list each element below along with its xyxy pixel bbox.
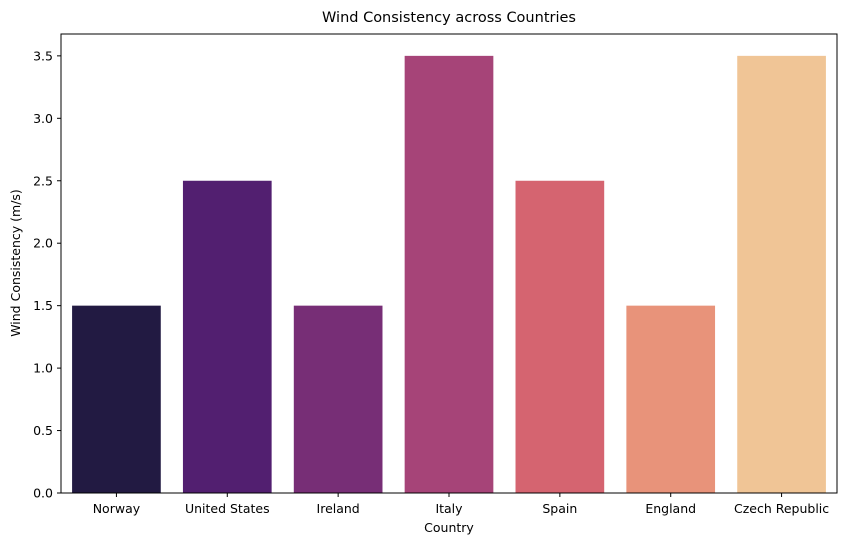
y-tick-label: 3.5 — [33, 48, 53, 63]
y-tick-label: 1.5 — [33, 298, 53, 313]
x-axis-ticks: Norway United States Ireland Italy Spain Engl… — [93, 493, 829, 516]
plot-frame — [60, 33, 838, 494]
y-tick-label: 0.0 — [33, 486, 53, 501]
y-tick-label: 2.0 — [33, 236, 53, 251]
y-axis-ticks: 0.0 0.5 1.0 1.5 2.0 2.5 3.0 3.5 — [33, 48, 61, 501]
chart-title: Wind Consistency across Countries — [322, 10, 576, 26]
x-axis-label: Country — [424, 520, 474, 535]
bar-united-states — [182, 180, 272, 493]
y-axis-label: Wind Consistency (m/s) — [8, 189, 23, 337]
y-tick-label: 0.5 — [33, 423, 53, 438]
bar-england — [626, 305, 716, 493]
y-tick-label: 1.0 — [33, 361, 53, 376]
bar-italy — [404, 55, 494, 493]
bar-norway — [72, 305, 161, 493]
bar-spain — [515, 180, 605, 493]
x-tick-label: Spain — [542, 501, 577, 516]
bar-czech-republic — [737, 55, 826, 493]
bars-group — [72, 55, 826, 493]
y-tick-label: 2.5 — [33, 173, 53, 188]
x-tick-label: Italy — [435, 501, 463, 516]
x-tick-label: Czech Republic — [734, 501, 829, 516]
x-tick-label: United States — [185, 501, 270, 516]
x-tick-label: Norway — [93, 501, 141, 516]
x-tick-label: England — [645, 501, 696, 516]
bar-ireland — [293, 305, 383, 493]
x-tick-label: Ireland — [317, 501, 360, 516]
y-tick-label: 3.0 — [33, 111, 53, 126]
